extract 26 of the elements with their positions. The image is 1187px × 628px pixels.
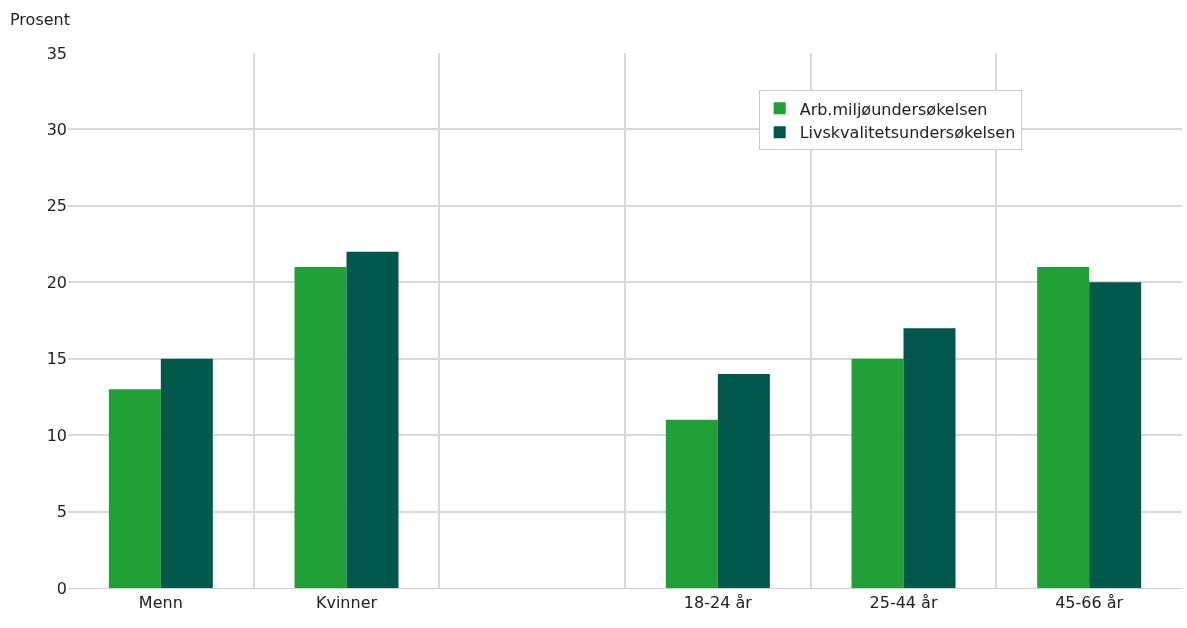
x-tick-label: 25-44 år [869,593,938,613]
bar [160,358,213,588]
y-tick-label: 20 [46,272,67,292]
y-axis-title: Prosent [10,10,70,29]
bar [717,374,770,588]
y-tick-label: 25 [46,196,67,216]
legend-label: Livskvalitetsundersøkelsen [799,123,1016,143]
x-tick-label: 45-66 år [1055,593,1124,613]
bar [346,251,399,588]
bar [903,328,956,588]
bar [851,358,904,588]
bar [1089,282,1142,588]
y-tick-label: 35 [46,43,67,63]
x-tick-label: 18-24 år [683,593,753,613]
bar [665,419,718,588]
bar [108,389,161,588]
y-tick-label: 30 [46,120,67,140]
y-tick-label: 5 [56,502,67,522]
y-tick-label: 15 [46,349,67,369]
y-tick-label: 10 [46,425,67,445]
bar [294,267,347,588]
bar [1037,267,1090,588]
x-tick-label: Kvinner [315,593,378,613]
x-tick-label: Menn [138,593,183,613]
y-tick-label: 0 [56,578,67,598]
legend-label: Arb.miljøundersøkelsen [799,99,988,119]
